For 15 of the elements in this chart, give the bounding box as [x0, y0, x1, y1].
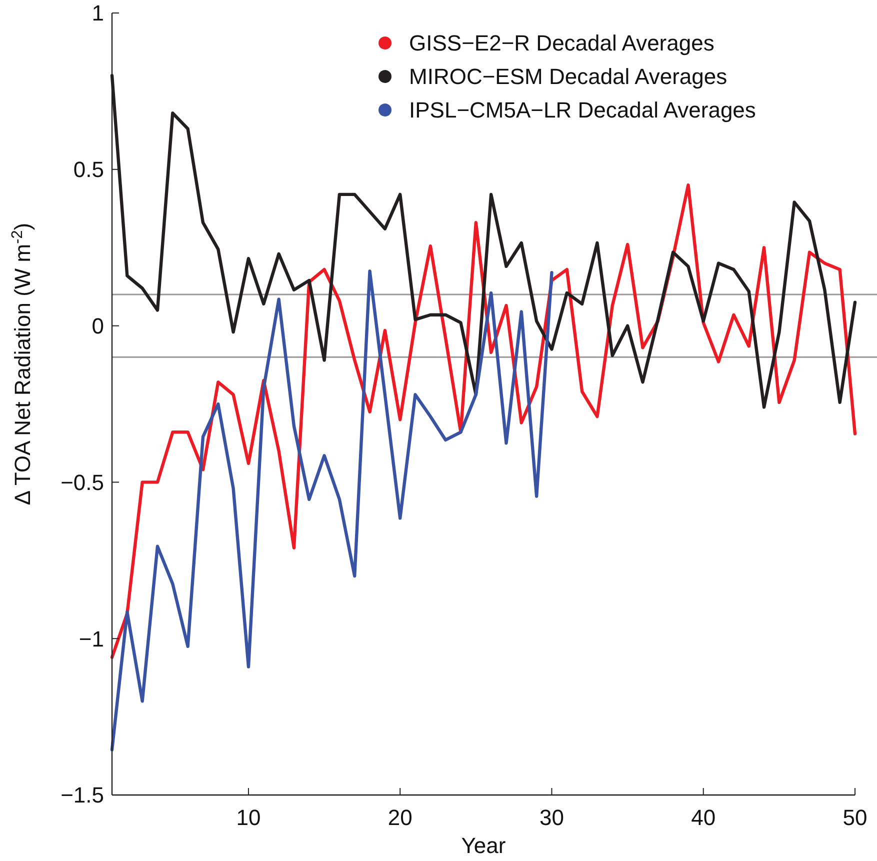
x-tick-label: 50	[842, 805, 868, 830]
y-tick-label: 0	[92, 314, 104, 338]
x-tick-label: 40	[691, 805, 716, 830]
legend-label: MIROC−ESM Decadal Averages	[409, 64, 728, 90]
x-axis-title: Year	[461, 833, 506, 858]
legend-label: IPSL−CM5A−LR Decadal Averages	[409, 98, 756, 123]
y-tick-label: −1.5	[60, 782, 104, 808]
y-tick-label: 1	[92, 0, 104, 26]
legend-label: GISS−E2−R Decadal Averages	[409, 30, 714, 56]
y-tick-label: −1	[78, 626, 104, 652]
x-tick-label: 10	[236, 805, 261, 830]
x-tick-label: 30	[539, 805, 564, 830]
y-tick-label: −0.5	[60, 470, 104, 495]
y-tick-label: 0.5	[73, 157, 104, 182]
x-tick-label: 20	[388, 805, 412, 830]
